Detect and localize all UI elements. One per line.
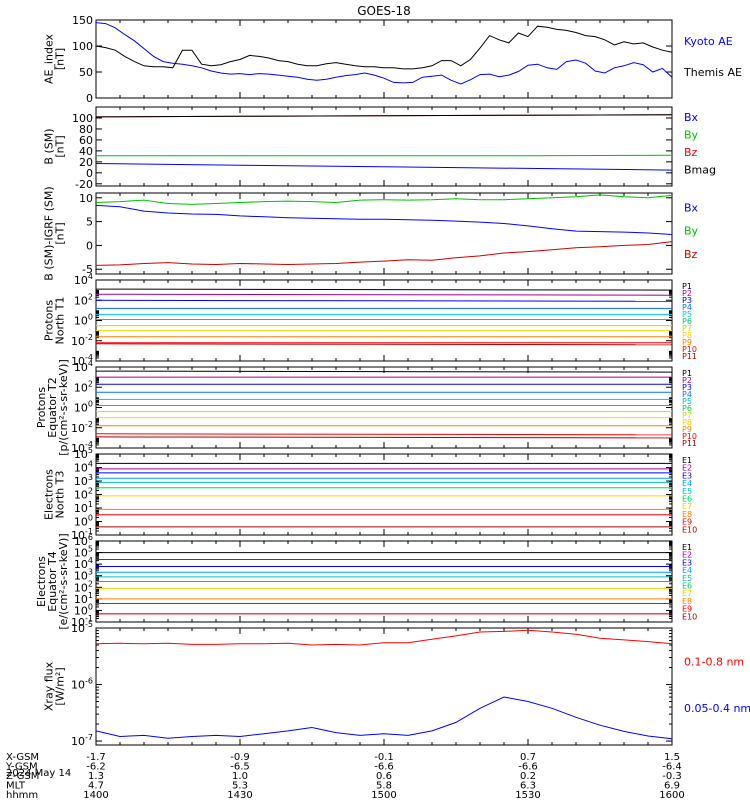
panel-frame <box>96 454 672 535</box>
legend-Kyoto AE: Kyoto AE <box>684 35 733 48</box>
y-axis-title: [W/m²] <box>54 667 67 705</box>
series-line-P1 <box>96 289 672 290</box>
legend-By: By <box>684 129 699 142</box>
legend-0.1-0.8 nm: 0.1-0.8 nm <box>684 655 744 668</box>
panel-frame <box>96 628 672 745</box>
y-tick-label: 5 <box>86 216 93 229</box>
series-line-Kyoto AE <box>96 23 672 84</box>
y-tick-label: 104 <box>74 359 93 374</box>
series-line-P11 <box>96 344 672 345</box>
series-line-P11 <box>96 437 672 438</box>
legend-Bx: Bx <box>684 202 699 215</box>
series-line-Bmag <box>96 115 672 117</box>
plot-title: GOES-18 <box>357 4 411 18</box>
legend-E10: E10 <box>682 612 697 621</box>
axis-row-value: 1530 <box>515 790 540 800</box>
y-axis-title: [nT] <box>54 135 67 157</box>
y-tick-label: 10-6 <box>71 677 93 692</box>
y-tick-label: 0 <box>86 92 93 105</box>
y-tick-label: 102 <box>74 379 93 394</box>
series-line-P2 <box>96 294 672 295</box>
y-axis-title: [nT] <box>54 48 67 70</box>
y-axis-title: North T1 <box>54 297 67 345</box>
y-tick-label: 150 <box>72 14 93 27</box>
y-tick-label: 10-2 <box>71 420 93 435</box>
y-tick-label: 10 <box>79 192 93 205</box>
legend-Bz: Bz <box>684 248 698 261</box>
y-tick-label: 100 <box>74 400 93 415</box>
y-tick-label: 0 <box>86 239 93 252</box>
legend-Bmag: Bmag <box>684 164 716 177</box>
y-axis-title: North T3 <box>54 471 67 519</box>
legend-Bz: Bz <box>684 146 698 159</box>
y-tick-label: 100 <box>72 40 93 53</box>
y-tick-label: 10-7 <box>71 733 93 748</box>
y-axis-title: [e/(cm²-s-sr-keV)] <box>57 533 70 629</box>
panel-frame <box>96 193 672 274</box>
series-line-Bx <box>96 205 672 234</box>
legend-Bx: Bx <box>684 111 699 124</box>
series-line-Bz <box>96 242 672 266</box>
legend-0.05-0.4 nm: 0.05-0.4 nm <box>684 702 750 715</box>
axis-row-value: 1430 <box>227 790 252 800</box>
y-tick-label: 50 <box>79 66 93 79</box>
legend-By: By <box>684 225 699 238</box>
y-tick-label: 102 <box>74 292 93 307</box>
y-axis-title: [p/(cm²-s-sr-keV)] <box>57 359 70 456</box>
y-tick-label: 104 <box>74 272 93 287</box>
legend-Themis AE: Themis AE <box>683 66 742 79</box>
series-line-P10 <box>96 434 672 435</box>
axis-row-value: 1500 <box>371 790 396 800</box>
series-line-P1 <box>96 371 672 372</box>
legend-P11: P11 <box>682 439 697 448</box>
panel-7: 10610510410310210110010-1ElectronsEquato… <box>35 533 697 630</box>
legend-P11: P11 <box>682 352 697 361</box>
axis-row-label-hhmm: hhmm <box>6 790 38 800</box>
panel-frame <box>96 20 672 98</box>
panel-frame <box>96 280 672 361</box>
y-tick-label: 100 <box>72 112 93 125</box>
y-tick-label: 10-5 <box>71 620 93 635</box>
panel-frame <box>96 107 672 186</box>
y-axis-title: [nT] <box>54 222 67 244</box>
panel-frame <box>96 367 672 448</box>
y-tick-label: 10-2 <box>71 333 93 348</box>
series-line-Bx <box>96 164 672 171</box>
series-line-P3 <box>96 300 672 301</box>
y-tick-label: 100 <box>74 313 93 328</box>
series-line-Themis AE <box>96 26 672 69</box>
axis-row-value: 1400 <box>83 790 108 800</box>
series-line-0.05-0.4 nm <box>96 697 672 739</box>
axis-row-value: 1600 <box>659 790 684 800</box>
series-line-By <box>96 155 672 156</box>
legend-E10: E10 <box>682 525 697 534</box>
